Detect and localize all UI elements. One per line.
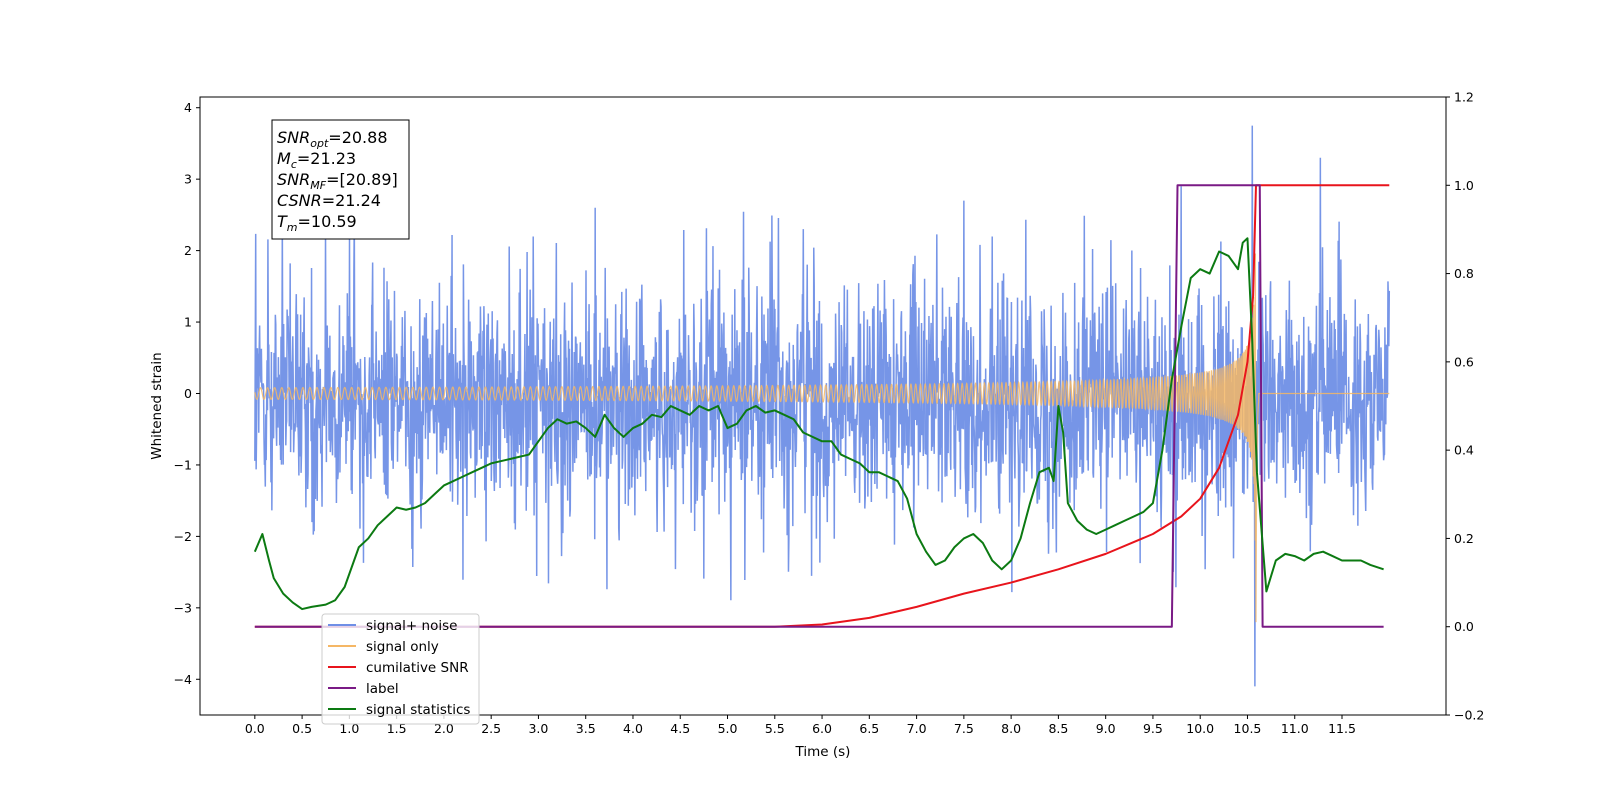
y-axis-left: 4 3 2 1 0 −1 −2 −3 −4 [174, 100, 200, 687]
series-signal-statistics [253, 237, 1384, 611]
y-axis-label: Whitened strain [149, 352, 165, 459]
info-box-line: SNRMF=[20.89] [277, 170, 398, 192]
info-box-line: CSNR=21.24 [277, 191, 381, 210]
x-tick-label: 3.0 [528, 721, 548, 736]
x-axis: 0.0 0.5 1.0 1.5 2.0 2.5 3.0 3.5 4.0 4.5 5.0 5.5 6.0 6… [245, 715, 1356, 736]
x-tick-label: 3.5 [576, 721, 596, 736]
info-box: SNRopt=20.88Mc=21.23SNRMF=[20.89]CSNR=21… [271, 119, 410, 240]
y2-tick-label: 0.4 [1454, 443, 1474, 458]
y-tick-label: 1 [184, 315, 192, 330]
x-tick-label: 9.5 [1143, 721, 1163, 736]
y-tick-label: 2 [184, 243, 192, 258]
series-label [254, 184, 1384, 628]
info-box-line: SNRopt=20.88 [277, 128, 388, 150]
plot-frame [199, 96, 1447, 716]
y2-tick-label: 0.6 [1454, 354, 1474, 369]
y-axis-right: 1.2 1.0 0.8 0.6 0.4 0.2 0.0 −0.2 [1446, 90, 1484, 723]
x-tick-label: 2.0 [434, 721, 454, 736]
y2-tick-label: 0.8 [1454, 266, 1474, 281]
info-box-line: Mc=21.23 [277, 149, 356, 171]
x-tick-label: 1.0 [339, 721, 359, 736]
series-signal-noise [254, 125, 1391, 687]
legend-label: signal+ noise [366, 618, 457, 634]
x-tick-label: 9.0 [1096, 721, 1116, 736]
x-tick-label: 5.0 [718, 721, 738, 736]
x-tick-label: 8.0 [1001, 721, 1021, 736]
x-tick-label: 7.5 [954, 721, 974, 736]
x-tick-label: 11.5 [1328, 721, 1356, 736]
y2-tick-label: −0.2 [1454, 708, 1484, 723]
legend-label: label [366, 681, 399, 697]
x-tick-label: 5.5 [765, 721, 785, 736]
y-tick-label: −4 [174, 672, 192, 687]
info-box-frame [271, 119, 410, 240]
series-signal-only [254, 253, 1390, 623]
legend-label: signal only [366, 639, 439, 655]
x-tick-label: 7.0 [907, 721, 927, 736]
legend: signal+ noise signal only cumilative SNR la… [321, 613, 480, 725]
y-tick-label: −3 [174, 600, 192, 615]
x-tick-label: 0.0 [245, 721, 265, 736]
y-tick-label: 3 [184, 172, 192, 187]
series-layer [253, 125, 1391, 687]
x-tick-label: 6.5 [859, 721, 879, 736]
x-tick-label: 4.0 [623, 721, 643, 736]
legend-frame [321, 613, 480, 725]
x-axis-label: Time (s) [795, 744, 851, 760]
x-tick-label: 11.0 [1281, 721, 1309, 736]
series-cumulative-snr [254, 184, 1390, 628]
y2-tick-label: 1.0 [1454, 178, 1474, 193]
y-tick-label: −1 [174, 457, 192, 472]
x-tick-label: 2.5 [481, 721, 501, 736]
x-tick-label: 6.0 [812, 721, 832, 736]
y-tick-label: −2 [174, 529, 192, 544]
y-tick-label: 0 [184, 386, 192, 401]
x-tick-label: 8.5 [1048, 721, 1068, 736]
y2-tick-label: 0.0 [1454, 619, 1474, 634]
info-box-line: Tm=10.59 [277, 212, 357, 234]
y2-tick-label: 0.2 [1454, 531, 1474, 546]
y-tick-label: 4 [184, 100, 192, 115]
x-tick-label: 10.0 [1186, 721, 1214, 736]
legend-label: signal statistics [366, 702, 470, 718]
x-tick-label: 1.5 [387, 721, 407, 736]
legend-label: cumilative SNR [366, 660, 469, 676]
x-tick-label: 10.5 [1234, 721, 1262, 736]
x-tick-label: 4.5 [670, 721, 690, 736]
x-tick-label: 0.5 [292, 721, 312, 736]
y2-tick-label: 1.2 [1454, 90, 1474, 105]
